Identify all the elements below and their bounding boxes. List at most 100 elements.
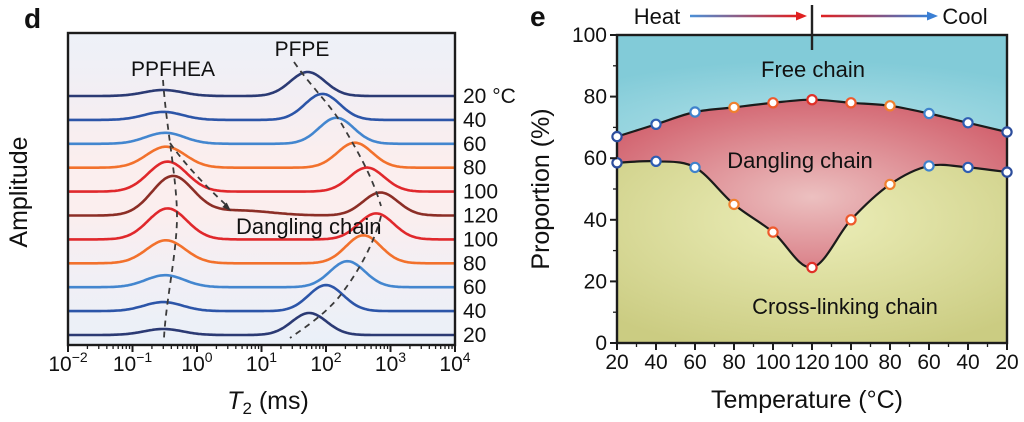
ppfhea-peak-track-dashed-line — [162, 79, 178, 339]
data-point-lower-60C — [689, 161, 701, 174]
e-y-tick-label: 80 — [584, 86, 607, 109]
dangling-chain-arrowhead-icon — [222, 202, 231, 211]
panel-d-axis-ticks — [67, 345, 456, 352]
cross-linking-chain-region-label: Cross-linking chain — [752, 294, 938, 319]
panel-d-x-tick-labels: 10−2 10−1 100 101 102 103 104 — [48, 349, 470, 376]
t2-symbol: T — [227, 387, 244, 415]
e-y-tick-label: 20 — [584, 270, 607, 293]
t2-curve-60C-cooling — [68, 259, 455, 289]
dangling-chain-region-label: Dangling chain — [727, 148, 873, 173]
data-point-upper-20C — [611, 130, 623, 143]
data-point-upper-40C — [962, 117, 974, 129]
temp-label-60: 60 — [463, 133, 486, 156]
data-point-lower-100C — [767, 226, 779, 238]
t2-curve-80C-cooling — [68, 234, 455, 265]
pfpe-peak-label: PFPE — [275, 38, 330, 61]
t2-curve-40C-cooling — [68, 283, 455, 313]
pfpe-heating-peak-track-dashed-line — [293, 61, 382, 207]
temp-label-20C: 20 °C — [463, 85, 516, 108]
boundary-data-points — [611, 93, 1013, 274]
e-y-tick-label: 100 — [572, 24, 607, 47]
heat-label: Heat — [634, 4, 680, 29]
region-free-chain — [617, 35, 1007, 137]
e-y-tick-label: 0 — [595, 332, 607, 355]
data-point-upper-60C — [923, 107, 935, 120]
data-point-lower-80C — [728, 198, 740, 211]
panel-d-plot-background — [68, 33, 455, 345]
data-point-lower-20C — [611, 157, 623, 169]
cool-label: Cool — [942, 4, 987, 29]
free-chain-region-label: Free chain — [761, 57, 865, 82]
data-point-lower-120C — [806, 261, 818, 274]
panel-e-letter: e — [530, 1, 546, 32]
data-point-lower-20C — [1001, 166, 1013, 178]
data-point-upper-80C — [884, 100, 896, 112]
temp-label-100: 100 — [463, 181, 498, 204]
e-x-tick-label: 60 — [683, 351, 706, 374]
dangling-chain-annotation: Dangling chain — [236, 214, 382, 239]
data-point-upper-20C — [1001, 126, 1013, 138]
d-x-tick-label: 104 — [439, 349, 470, 376]
e-x-tick-label: 80 — [878, 351, 901, 374]
t2-curve-100C-heating — [68, 160, 455, 193]
temp-label-40: 40 — [463, 300, 486, 323]
panel-e-y-axis-title: Proportion (%) — [527, 108, 555, 269]
d-x-tick-label: 10−1 — [113, 349, 153, 376]
e-x-tick-label: 20 — [605, 351, 628, 374]
t2-curve-stack — [68, 70, 455, 337]
peak-tracking-guides — [162, 61, 382, 339]
data-point-upper-100C — [767, 97, 779, 109]
region-dangling-chain — [617, 99, 1007, 268]
d-x-tick-label: 103 — [375, 349, 406, 376]
t2-curve-20C-heating — [68, 70, 455, 98]
panel-d: d 10−2 10−1 100 101 102 103 104 20 °C406080100… — [5, 3, 516, 418]
e-y-tick-label: 40 — [584, 209, 607, 232]
temp-label-20: 20 — [463, 324, 486, 347]
e-x-tick-label: 60 — [917, 351, 940, 374]
panel-d-letter: d — [24, 3, 41, 34]
t2-unit: (ms) — [252, 387, 309, 415]
heat-arrow-head-icon — [796, 11, 807, 21]
temp-label-80: 80 — [463, 252, 486, 275]
temp-label-80: 80 — [463, 157, 486, 180]
e-y-tick-label: 60 — [584, 147, 607, 170]
pfpe-cooling-peak-track-dashed-line — [289, 215, 382, 339]
panel-e: e 20 40 60 80 100 120 100 80 60 40 20020406080100 … — [527, 1, 1019, 414]
data-point-lower-80C — [884, 178, 896, 191]
panel-e-axis-ticks — [610, 34, 1008, 350]
panel-e-x-axis-title: Temperature (°C) — [711, 386, 903, 414]
data-point-lower-40C — [650, 155, 662, 167]
panel-d-x-axis-title: T2 (ms) — [227, 387, 309, 418]
data-point-upper-40C — [650, 118, 662, 131]
e-x-tick-label: 100 — [755, 351, 790, 374]
e-x-tick-label: 20 — [995, 351, 1018, 374]
data-point-upper-100C — [845, 97, 857, 109]
e-x-tick-label: 80 — [722, 351, 745, 374]
t2-curve-100C-cooling — [68, 207, 455, 241]
phase-regions — [617, 35, 1007, 343]
e-x-tick-label: 40 — [644, 351, 667, 374]
ppfhea-peak-label: PPFHEA — [131, 58, 215, 81]
data-point-lower-100C — [845, 214, 857, 226]
cool-arrow-head-icon — [927, 11, 938, 21]
d-x-tick-label: 101 — [246, 349, 277, 376]
data-point-upper-120C — [806, 93, 818, 106]
data-point-upper-60C — [689, 106, 701, 118]
data-point-upper-80C — [728, 101, 740, 114]
region-cross-linking-chain — [617, 161, 1007, 343]
temp-label-120: 120 — [463, 205, 498, 228]
temp-label-60: 60 — [463, 276, 486, 299]
d-x-tick-label: 100 — [181, 349, 212, 376]
t2-curve-40C-heating — [68, 92, 455, 122]
d-x-tick-label: 10−2 — [48, 349, 88, 376]
t2-curve-120C-max — [68, 174, 455, 217]
temp-label-100: 100 — [463, 228, 498, 251]
data-point-lower-40C — [962, 161, 974, 174]
e-x-tick-label: 100 — [833, 351, 868, 374]
temp-label-40: 40 — [463, 109, 486, 132]
e-x-tick-label: 120 — [794, 351, 829, 374]
